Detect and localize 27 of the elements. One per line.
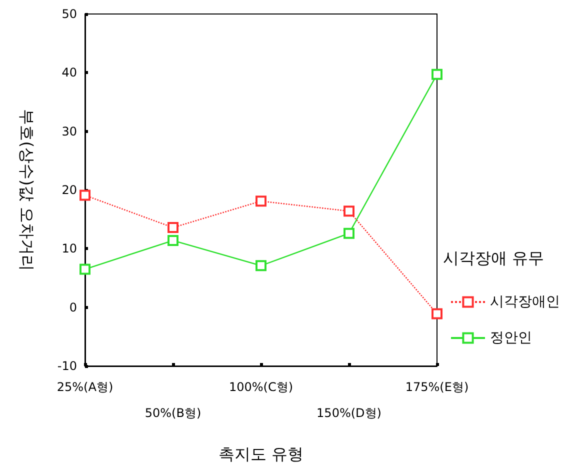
x-tick-label: 25%(A형) bbox=[56, 380, 114, 394]
point bbox=[344, 206, 354, 217]
y-tick-label: 20 bbox=[62, 183, 77, 197]
point bbox=[168, 234, 178, 246]
point bbox=[344, 228, 354, 239]
point bbox=[432, 308, 442, 320]
y-tick-label: 40 bbox=[62, 66, 77, 80]
y-tick-label: 30 bbox=[62, 124, 77, 138]
point bbox=[432, 68, 442, 80]
x-tick-label: 100%(C형) bbox=[228, 380, 294, 394]
y-tick-label: 0 bbox=[69, 300, 77, 314]
point bbox=[256, 260, 266, 272]
y-tick-label: -10 bbox=[57, 359, 77, 373]
x-tick-label: 175%(E형) bbox=[405, 380, 469, 394]
x-tick-label: 150%(D형) bbox=[316, 406, 382, 420]
legend-label: 정안인 bbox=[490, 330, 532, 346]
legend-label: 시각장애인 bbox=[490, 294, 560, 310]
x-tick-label: 50%(B형) bbox=[144, 406, 202, 420]
point bbox=[80, 190, 90, 201]
point bbox=[80, 264, 90, 275]
y-tick-label: 10 bbox=[62, 242, 77, 256]
x-axis-title: 촉지도 유형 bbox=[218, 444, 304, 464]
y-axis-title: 부호(상수)값 오차거리 bbox=[18, 109, 36, 271]
point bbox=[256, 196, 266, 207]
point bbox=[168, 222, 178, 234]
y-tick-label: 50 bbox=[62, 7, 77, 21]
legend-title: 시각장애 유무 bbox=[443, 248, 544, 268]
